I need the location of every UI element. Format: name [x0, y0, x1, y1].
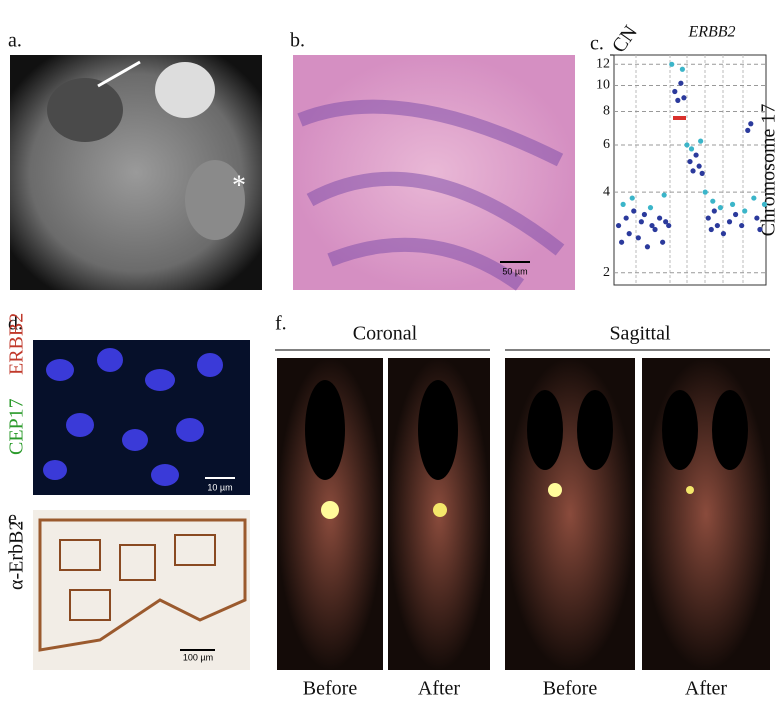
panel-label: e.: [8, 508, 22, 530]
image-label: After: [418, 678, 461, 700]
point: [699, 170, 705, 176]
point: [702, 189, 708, 195]
point: [748, 121, 754, 127]
point: [688, 146, 695, 152]
segment-lines: [635, 55, 744, 285]
point: [626, 231, 632, 237]
point: [638, 219, 644, 225]
point: [681, 95, 687, 101]
panel-label: c.: [590, 33, 604, 55]
scale-label: 50 µm: [502, 266, 527, 276]
panel-label: d.: [8, 313, 23, 335]
image-label: Before: [303, 678, 358, 700]
point: [675, 97, 681, 103]
pet-images: [277, 358, 770, 670]
axis-title: CN: [608, 21, 642, 56]
point: [649, 222, 655, 229]
point: [663, 219, 669, 225]
stain-label: CEP17: [6, 398, 28, 455]
point: [666, 222, 672, 229]
point: [733, 211, 739, 218]
point: [690, 168, 696, 174]
stain-label: α-ErbB2: [6, 521, 28, 590]
point: [619, 239, 625, 245]
point: [711, 208, 717, 214]
cells: [59, 534, 216, 621]
point: [684, 142, 690, 148]
image-label: Before: [543, 678, 598, 700]
panel-label: b.: [290, 30, 305, 52]
point: [641, 211, 648, 218]
point: [615, 222, 622, 229]
point: [729, 201, 736, 207]
point: [631, 208, 637, 214]
point: [687, 158, 693, 165]
arrow: [97, 60, 141, 88]
point: [696, 163, 702, 169]
point: [745, 127, 751, 133]
point: [657, 215, 663, 221]
point: [708, 226, 714, 233]
y-tick-label: 12: [596, 57, 610, 72]
group-title: Coronal: [353, 323, 418, 345]
membrane-stain: [38, 518, 247, 652]
scale-label: 10 µm: [207, 482, 232, 492]
panel-label: a.: [8, 30, 22, 52]
point: [660, 239, 666, 245]
point: [652, 226, 658, 233]
point: [698, 138, 704, 144]
point: [620, 201, 626, 207]
point: [693, 152, 699, 158]
lesion: [47, 78, 123, 142]
point: [679, 66, 686, 72]
y-tick-label: 4: [603, 184, 610, 199]
point: [661, 192, 667, 198]
point: [739, 222, 745, 229]
point: [678, 80, 684, 86]
organ: [185, 160, 245, 240]
y-tick-label: 2: [603, 265, 610, 280]
point: [720, 231, 727, 237]
asterisk: *: [232, 170, 246, 201]
panel-label: f.: [275, 313, 287, 335]
point: [754, 215, 760, 221]
nuclei: [43, 348, 223, 486]
image-label: After: [685, 678, 728, 700]
point: [672, 88, 678, 95]
group-title: Sagittal: [609, 323, 671, 345]
point: [629, 195, 635, 201]
point: [623, 215, 629, 221]
point: [710, 198, 716, 204]
point: [669, 61, 675, 67]
point: [761, 201, 768, 207]
point: [742, 208, 748, 214]
point: [635, 235, 641, 241]
stain-label: ERBB2: [6, 313, 28, 375]
point: [751, 195, 757, 201]
cells: [297, 99, 565, 291]
point: [714, 222, 720, 229]
y-tick-label: 6: [603, 137, 610, 152]
point: [647, 205, 654, 211]
point: [705, 215, 711, 221]
organ: [155, 62, 215, 118]
point: [644, 244, 651, 250]
point: [717, 205, 724, 211]
point: [757, 226, 763, 233]
scale-label: 100 µm: [183, 652, 213, 662]
point: [726, 219, 733, 225]
plot-area: [613, 54, 767, 286]
gene-label: ERBB2: [687, 24, 735, 41]
side-label: Chromosome 17: [758, 104, 780, 237]
y-tick-label: 10: [596, 78, 610, 93]
y-tick-label: 8: [603, 104, 610, 119]
